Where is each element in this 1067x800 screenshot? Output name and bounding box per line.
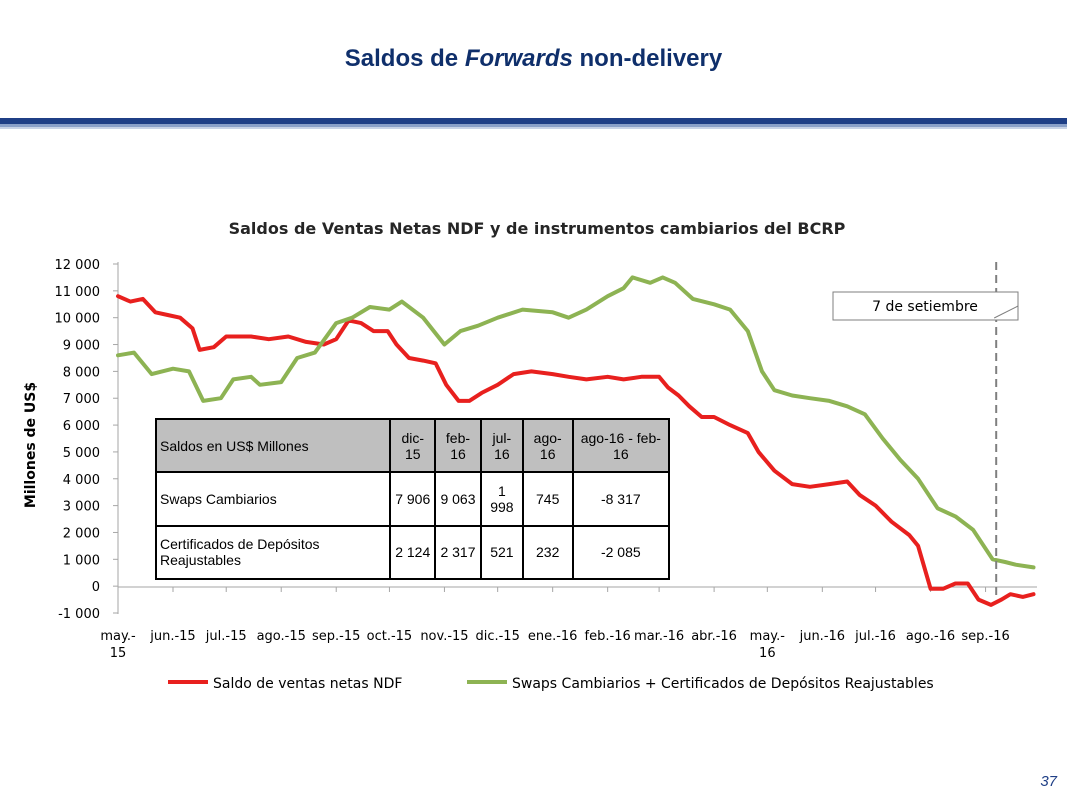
inset-table-header: feb-16 <box>434 417 482 474</box>
x-tick-label: mar.-16 <box>634 629 684 644</box>
inset-table-cell: Swaps Cambiarios <box>154 471 392 527</box>
x-tick-label: may.-16 <box>750 629 786 661</box>
inset-table-cell: -2 085 <box>571 524 671 581</box>
x-tick-label: ene.-16 <box>528 629 578 644</box>
y-tick-label: 11 000 <box>55 285 101 300</box>
y-tick-label: -1 000 <box>58 607 100 622</box>
inset-table-cell: 7 906 <box>389 471 436 527</box>
series-line-0 <box>116 294 1036 607</box>
legend-label: Saldo de ventas netas NDF <box>213 676 402 692</box>
y-tick-label: 12 000 <box>55 258 101 273</box>
slide-title-suffix: non-delivery <box>572 45 723 72</box>
inset-table-header-row: Saldos en US$ Millones dic-15 feb-16 jul… <box>154 417 671 474</box>
inset-table-cell: 2 124 <box>389 524 436 581</box>
x-tick-label: jul.-15 <box>205 629 247 644</box>
x-tick-label: sep.-15 <box>312 629 360 644</box>
y-tick-label: 2 000 <box>63 526 100 541</box>
page-number: 37 <box>1040 773 1057 790</box>
y-axis-title: Millones de US$ <box>23 382 39 508</box>
x-tick-label: dic.-15 <box>475 629 519 644</box>
x-ticks: may.-15 jun.-15 jul.-15 ago.-15 sep.-15 oct.-… <box>100 587 1010 661</box>
inset-table-cell: 1 998 <box>479 471 524 527</box>
y-tick-label: 5 000 <box>63 446 100 461</box>
y-tick-label: 4 000 <box>63 473 100 488</box>
inset-table-cell: 232 <box>521 524 574 581</box>
y-tick-label: 7 000 <box>63 392 100 407</box>
x-tick-label: sep.-16 <box>961 629 1009 644</box>
x-tick-label: jun.-15 <box>149 629 195 644</box>
inset-table-row: Swaps Cambiarios 7 906 9 063 1 998 745 -… <box>154 471 671 527</box>
title-rule-light <box>0 127 1067 129</box>
legend: Saldo de ventas netas NDF Swaps Cambiario… <box>168 676 934 692</box>
inset-table-header: Saldos en US$ Millones <box>154 417 392 474</box>
y-tick-label: 8 000 <box>63 365 100 380</box>
chart-title: Saldos de Ventas Netas NDF y de instrume… <box>229 219 846 238</box>
x-tick-label: oct.-15 <box>367 629 413 644</box>
title-rule <box>0 118 1067 124</box>
inset-table-row: Certificados de Depósitos Reajustables 2… <box>154 524 671 581</box>
slide-title-italic: Forwards <box>464 45 573 72</box>
x-tick-label: jul.-16 <box>854 629 896 644</box>
y-tick-label: 9 000 <box>63 339 100 354</box>
title-rule-shade <box>0 124 1067 127</box>
chart: Saldos de Ventas Netas NDF y de instrume… <box>23 219 1037 692</box>
slide-title: Saldos de Forwards non-delivery <box>0 45 1067 73</box>
legend-label: Swaps Cambiarios + Certificados de Depós… <box>512 676 934 692</box>
y-tick-label: 1 000 <box>63 553 100 568</box>
x-tick-label: may.-15 <box>100 629 136 661</box>
y-tick-label: 10 000 <box>55 312 101 327</box>
inset-table-cell: 2 317 <box>434 524 482 581</box>
annotation-text: 7 de setiembre <box>872 299 978 315</box>
y-tick-label: 6 000 <box>63 419 100 434</box>
inset-table-header: dic-15 <box>389 417 436 474</box>
inset-table: Saldos en US$ Millones dic-15 feb-16 jul… <box>154 417 671 581</box>
y-tick-label: 3 000 <box>63 500 100 515</box>
series-line-1 <box>116 275 1036 570</box>
y-tick-label: 0 <box>92 580 100 595</box>
inset-table-cell: Certificados de Depósitos Reajustables <box>154 524 392 581</box>
x-tick-label: abr.-16 <box>691 629 737 644</box>
inset-table-header: jul-16 <box>479 417 524 474</box>
series-layer <box>116 275 1036 607</box>
x-tick-label: feb.-16 <box>585 629 631 644</box>
inset-table-header: ago-16 - feb-16 <box>571 417 671 474</box>
inset-table-header: ago-16 <box>521 417 574 474</box>
x-tick-label: jun.-16 <box>799 629 845 644</box>
inset-table-cell: 521 <box>479 524 524 581</box>
slide-title-prefix: Saldos de <box>344 45 465 72</box>
x-tick-label: nov.-15 <box>420 629 468 644</box>
inset-table-cell: 9 063 <box>434 471 482 527</box>
inset-table-cell: 745 <box>521 471 574 527</box>
annotation-pointer <box>993 305 1019 319</box>
annotation-layer: 7 de setiembre <box>832 262 1019 600</box>
x-tick-label: ago.-15 <box>257 629 306 644</box>
annotation-box <box>832 291 1019 321</box>
x-tick-label: ago.-16 <box>906 629 955 644</box>
inset-table-cell: -8 317 <box>571 471 671 527</box>
y-ticks: -1 000 0 1 000 2 000 3 000 4 000 5 000 6 000 7 0… <box>55 258 118 622</box>
